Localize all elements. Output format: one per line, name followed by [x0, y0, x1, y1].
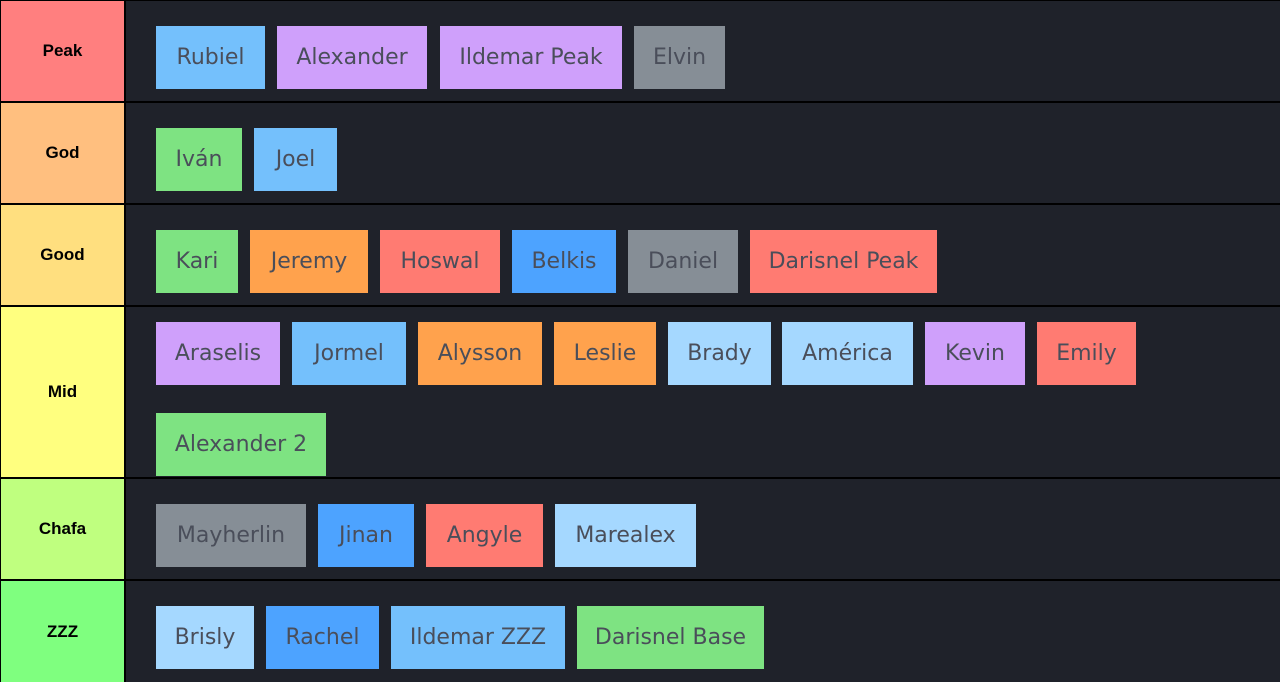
- tier-item-brady[interactable]: Brady: [668, 322, 771, 385]
- tier-item-alexander-2[interactable]: Alexander 2: [156, 413, 326, 476]
- tier-label-good[interactable]: Good: [1, 205, 124, 305]
- tier-label-chafa[interactable]: Chafa: [1, 479, 124, 579]
- tier-item-marealex[interactable]: Marealex: [555, 504, 696, 567]
- tier-row-god: God Iván Joel: [0, 103, 1280, 203]
- tier-item-ildemar-peak[interactable]: Ildemar Peak: [440, 26, 622, 89]
- tier-item-darisnel-peak[interactable]: Darisnel Peak: [750, 230, 937, 293]
- tier-item-darisnel-base[interactable]: Darisnel Base: [577, 606, 764, 669]
- tier-item-daniel[interactable]: Daniel: [628, 230, 738, 293]
- tier-item-brisly[interactable]: Brisly: [156, 606, 254, 669]
- tier-item-angyle[interactable]: Angyle: [426, 504, 543, 567]
- tier-item-jeremy[interactable]: Jeremy: [250, 230, 368, 293]
- tier-item-leslie[interactable]: Leslie: [554, 322, 656, 385]
- tier-row-mid: Mid Araselis Jormel Alysson Leslie Brady Améri…: [0, 307, 1280, 477]
- tier-item-alexander[interactable]: Alexander: [277, 26, 427, 89]
- tier-label-god[interactable]: God: [1, 103, 124, 203]
- tier-row-good: Good Kari Jeremy Hoswal Belkis Daniel Darisnel…: [0, 205, 1280, 305]
- tier-row-chafa: Chafa Mayherlin Jinan Angyle Marealex: [0, 479, 1280, 579]
- tier-item-emily[interactable]: Emily: [1037, 322, 1136, 385]
- tier-item-alysson[interactable]: Alysson: [418, 322, 542, 385]
- tier-item-jormel[interactable]: Jormel: [292, 322, 406, 385]
- tier-item-rubiel[interactable]: Rubiel: [156, 26, 265, 89]
- tier-label-peak[interactable]: Peak: [1, 1, 124, 101]
- tier-item-america[interactable]: América: [782, 322, 913, 385]
- tier-item-ildemar-zzz[interactable]: Ildemar ZZZ: [391, 606, 565, 669]
- tier-item-kari[interactable]: Kari: [156, 230, 238, 293]
- tier-item-elvin[interactable]: Elvin: [634, 26, 725, 89]
- tier-item-joel[interactable]: Joel: [254, 128, 337, 191]
- tier-label-zzz[interactable]: ZZZ: [1, 581, 124, 682]
- tier-row-zzz: ZZZ Brisly Rachel Ildemar ZZZ Darisnel Base: [0, 581, 1280, 682]
- tier-row-peak: Peak Rubiel Alexander Ildemar Peak Elvin: [0, 1, 1280, 101]
- tier-item-belkis[interactable]: Belkis: [512, 230, 616, 293]
- tier-item-hoswal[interactable]: Hoswal: [380, 230, 500, 293]
- tier-item-rachel[interactable]: Rachel: [266, 606, 379, 669]
- tier-item-ivan[interactable]: Iván: [156, 128, 242, 191]
- tier-item-kevin[interactable]: Kevin: [925, 322, 1025, 385]
- tier-item-araselis[interactable]: Araselis: [156, 322, 280, 385]
- tier-label-mid[interactable]: Mid: [1, 307, 124, 477]
- tier-item-jinan[interactable]: Jinan: [318, 504, 414, 567]
- tier-item-mayherlin[interactable]: Mayherlin: [156, 504, 306, 567]
